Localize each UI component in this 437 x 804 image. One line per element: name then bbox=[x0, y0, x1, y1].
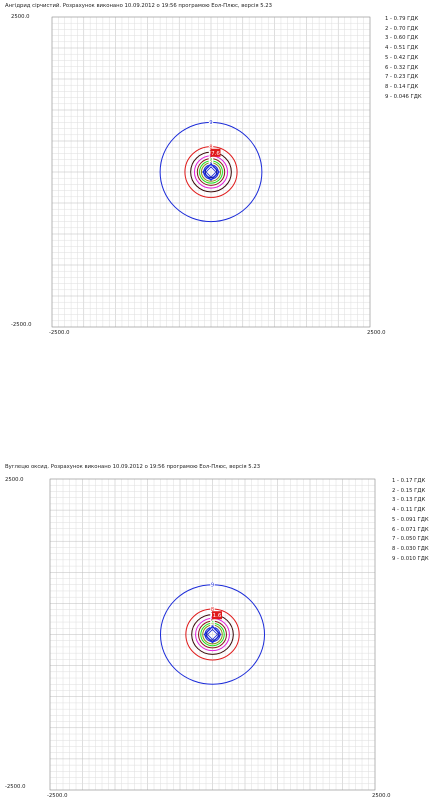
contour-plot: 9876543217.6 bbox=[51, 16, 371, 328]
legend-item: 3 - 0.13 ГДК bbox=[392, 497, 426, 504]
source-marker-inner bbox=[205, 166, 217, 178]
chart-panel-co: Вуглецю оксид. Розрахунок виконано 10.09… bbox=[0, 462, 437, 804]
legend-item: 7 - 0.23 ГДК bbox=[385, 74, 419, 81]
legend-item: 4 - 0.51 ГДК bbox=[385, 45, 419, 52]
contour-label-bg bbox=[210, 626, 215, 632]
peak-value-label: 7.6 bbox=[211, 151, 220, 157]
peak-value-label: 1.6 bbox=[213, 613, 222, 619]
legend-item: 9 - 0.046 ГДК bbox=[385, 93, 422, 100]
contour-label-bg bbox=[208, 163, 214, 170]
legend-item: 6 - 0.32 ГДК bbox=[385, 64, 419, 71]
legend-item: 2 - 0.70 ГДК bbox=[385, 25, 419, 32]
legend-item: 7 - 0.050 ГДК bbox=[392, 536, 429, 543]
plot-frame bbox=[51, 16, 371, 328]
peak-value-tag bbox=[212, 611, 222, 620]
y-max-label: 2500.0 bbox=[11, 14, 30, 20]
legend-item: 5 - 0.091 ГДК bbox=[392, 516, 429, 523]
chart-panel-so2: Ангідрид сірчистий. Розрахунок виконано … bbox=[0, 0, 437, 345]
contour-label-bg bbox=[208, 143, 214, 150]
legend-item: 8 - 0.030 ГДК bbox=[392, 545, 429, 552]
chart-title: Ангідрид сірчистий. Розрахунок виконано … bbox=[5, 3, 273, 9]
contour-label-bg bbox=[210, 582, 215, 588]
contour-label-bg bbox=[208, 119, 214, 125]
contour-label-8: 8 bbox=[211, 607, 214, 613]
legend-item: 6 - 0.071 ГДК bbox=[392, 526, 429, 533]
legend: 1 - 0.17 ГДК 2 - 0.15 ГДК 3 - 0.13 ГДК 4… bbox=[392, 477, 429, 564]
contour-plot: 9876543211.6 bbox=[49, 478, 376, 791]
contour-label-8: 8 bbox=[209, 144, 212, 150]
legend-item: 1 - 0.79 ГДК bbox=[385, 16, 419, 22]
legend-item: 8 - 0.14 ГДК bbox=[385, 83, 419, 90]
y-min-label: -2500.0 bbox=[11, 322, 32, 328]
x-min-label: -2500.0 bbox=[49, 330, 70, 336]
source-marker bbox=[203, 625, 222, 644]
legend-item: 5 - 0.42 ГДК bbox=[385, 54, 419, 61]
y-max-label: 2500.0 bbox=[5, 477, 24, 483]
grid bbox=[49, 478, 376, 791]
legend-item: 3 - 0.60 ГДК bbox=[385, 35, 419, 42]
y-min-label: -2500.0 bbox=[5, 784, 26, 790]
legend: 1 - 0.79 ГДК 2 - 0.70 ГДК 3 - 0.60 ГДК 4… bbox=[385, 15, 422, 102]
chart-title: Вуглецю оксид. Розрахунок виконано 10.09… bbox=[5, 464, 261, 470]
grid bbox=[51, 16, 371, 328]
plot-frame bbox=[49, 478, 376, 791]
source-marker-inner bbox=[206, 628, 219, 641]
legend-item: 9 - 0.010 ГДК bbox=[392, 555, 429, 562]
x-max-label: 2500.0 bbox=[372, 793, 391, 799]
x-min-label: -2500.0 bbox=[47, 793, 68, 799]
contour-label-bg bbox=[210, 606, 215, 612]
x-max-label: 2500.0 bbox=[367, 330, 386, 336]
legend-item: 2 - 0.15 ГДК bbox=[392, 487, 426, 494]
contour-label-9: 9 bbox=[211, 583, 214, 589]
legend-item: 4 - 0.11 ГДК bbox=[392, 507, 426, 514]
contour-label-9: 9 bbox=[209, 120, 212, 126]
peak-value-tag bbox=[210, 148, 221, 157]
source-marker bbox=[202, 163, 220, 181]
legend-item: 1 - 0.17 ГДК bbox=[392, 478, 426, 484]
